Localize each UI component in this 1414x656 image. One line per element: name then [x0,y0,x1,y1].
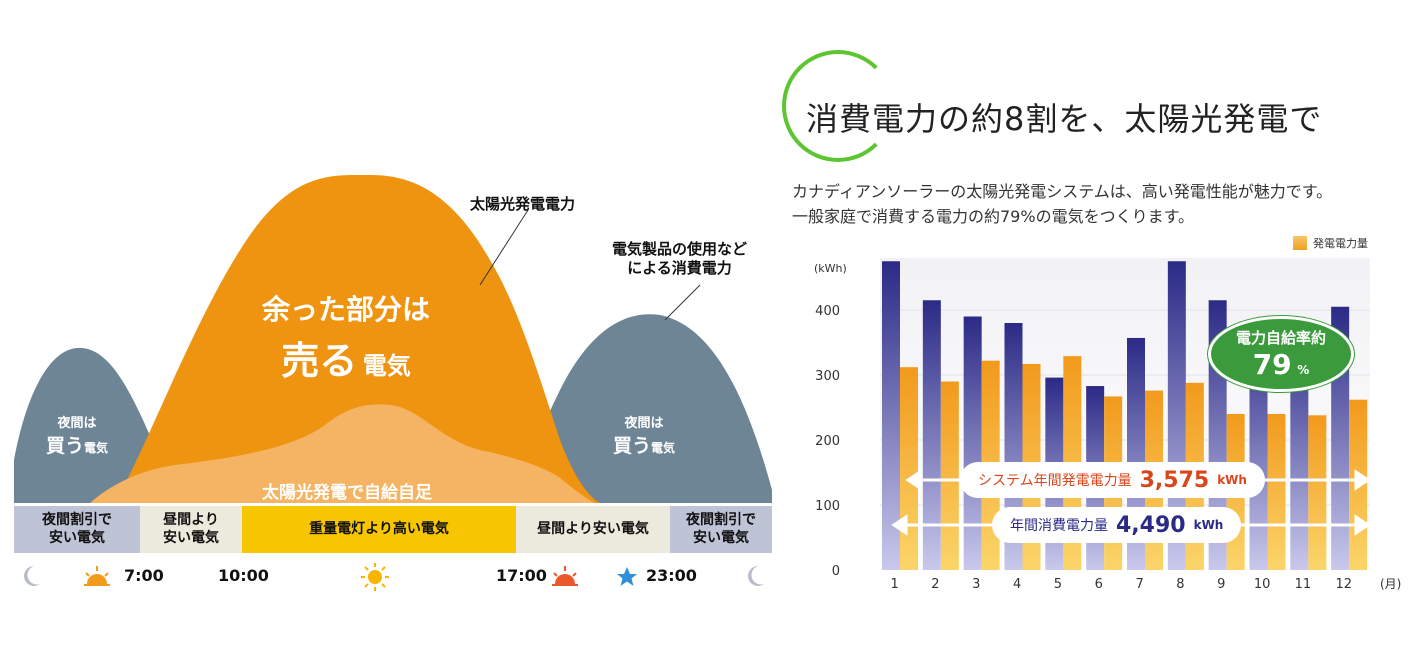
x-tick-label: 10 [1254,577,1271,592]
self-sufficiency-badge: 電力自給率約 79 % [1208,316,1354,392]
sunset-icon [552,566,578,586]
solar-curve [115,174,600,503]
consumption-label-line1: 電気製品の使用など [612,240,748,258]
y-tick-label: 400 [815,304,840,319]
y-tick-label: 0 [832,564,840,579]
legend-label: 消費電力量 [1313,263,1368,276]
bar-generation [900,367,918,570]
x-tick-label: 12 [1335,577,1352,592]
bar-generation [1308,415,1327,570]
y-tick-label: 300 [815,369,840,384]
chart-heading: 消費電力の約8割を、太陽光発電で [806,100,1323,138]
bar-consumption [963,316,982,570]
legend-swatch-consumption [1293,262,1307,276]
solar-leader-line [479,209,529,286]
star-icon [617,567,637,586]
legend-swatch-generation [1293,236,1307,250]
self-sufficient-area [90,404,595,503]
annual-con-label: 年間消費電力量 [1010,518,1108,534]
bar-generation [1267,414,1286,570]
badge-unit: % [1297,363,1310,377]
night-buy-small: 電気 [651,441,676,455]
badge-value: 79 [1252,348,1292,381]
consumption-label: 電気製品の使用など による消費電力 [612,240,747,278]
x-tick-label: 4 [1013,577,1021,592]
annual-consumption-box: 年間消費電力量 4,490 kWh [992,507,1242,543]
tariff-daytime: 重量電灯より高い電気 [242,506,516,553]
gen-arrow-left [905,469,922,491]
night-buy-line1: 夜間は [624,416,664,431]
x-tick-label: 8 [1176,577,1184,592]
time-label: 10:00 [218,566,269,585]
annual-con-unit: kWh [1193,518,1224,532]
annual-gen-unit: kWh [1217,473,1247,487]
annual-gen-label: システム年間発電電力量 [978,473,1132,489]
x-tick-label: 5 [1054,577,1062,592]
surplus-line1: 余った部分は [262,293,431,326]
daily-curve-graphic [14,174,772,503]
solar-label: 太陽光発電電力 [470,195,576,213]
night-buy-line1: 夜間は [57,416,97,431]
consumption-leader-line [664,284,701,321]
surplus-big: 売る [281,339,358,383]
moon-icon [748,566,764,586]
surplus-text: 余った部分は 売る 電気 [262,288,430,385]
surplus-small: 電気 [362,352,411,380]
x-axis-unit: (月) [1380,577,1401,591]
x-tick-label: 7 [1135,577,1143,592]
sunrise-icon [84,566,110,586]
tariff-night-early: 夜間割引で 安い電気 [14,506,140,553]
sun-icon [361,563,389,591]
y-tick-label: 200 [815,434,840,449]
gen-arrow-right [1354,469,1371,491]
x-tick-label: 3 [972,577,980,592]
monthly-chart-panel: 消費電力の約8割を、太陽光発電で カナディアンソーラーの太陽光発電システムは、高… [770,0,1414,656]
legend-consumption: 消費電力量 [1293,261,1368,277]
self-sufficient-text: 太陽光発電で自給自足 [262,483,432,503]
night-buy-right: 夜間は 買う電気 [604,412,684,458]
daily-power-diagram: 太陽光発電電力 電気製品の使用など による消費電力 余った部分は 売る 電気 太… [14,174,772,591]
tariff-morning: 昼間より 安い電気 [140,506,242,553]
con-arrow-right [1354,514,1371,536]
time-label: 23:00 [646,566,697,585]
heading-ring-decoration [782,50,894,162]
legend-label: 発電電力量 [1313,237,1368,250]
badge-title: 電力自給率約 [1235,329,1326,347]
y-tick-label: 100 [815,499,840,514]
night-buy-small: 電気 [84,441,109,455]
legend-generation: 発電電力量 [1293,235,1368,251]
y-axis-label: (kWh) [814,262,847,275]
x-tick-label: 6 [1095,577,1103,592]
x-tick-label: 1 [890,577,898,592]
description-line1: カナディアンソーラーの太陽光発電システムは、高い発電性能が魅力です。 [792,182,1333,201]
bar-consumption [922,300,941,570]
description-line2: 一般家庭で消費する電力の約79%の電気をつくります。 [792,207,1194,226]
annual-con-value: 4,490 [1116,512,1186,538]
consumption-label-line2: による消費電力 [627,258,732,277]
consumption-curve [14,314,772,503]
x-tick-label: 2 [931,577,939,592]
time-label: 17:00 [496,566,547,585]
annual-gen-value: 3,575 [1139,467,1210,493]
moon-icon [24,566,40,586]
annual-generation-box: システム年間発電電力量 3,575 kWh [960,462,1265,498]
con-arrow-left [891,514,908,536]
bar-generation [1349,399,1368,570]
night-buy-left: 夜間は 買う電気 [42,412,112,458]
night-buy-big: 買う [612,435,651,457]
night-buy-big: 買う [45,435,84,457]
bar-generation [940,381,959,570]
tariff-evening: 昼間より安い電気 [516,506,670,553]
time-label: 7:00 [124,566,164,585]
tariff-night-late: 夜間割引で 安い電気 [670,506,772,553]
x-tick-label: 11 [1295,577,1312,592]
x-tick-label: 9 [1217,577,1225,592]
bar-consumption [882,261,900,570]
